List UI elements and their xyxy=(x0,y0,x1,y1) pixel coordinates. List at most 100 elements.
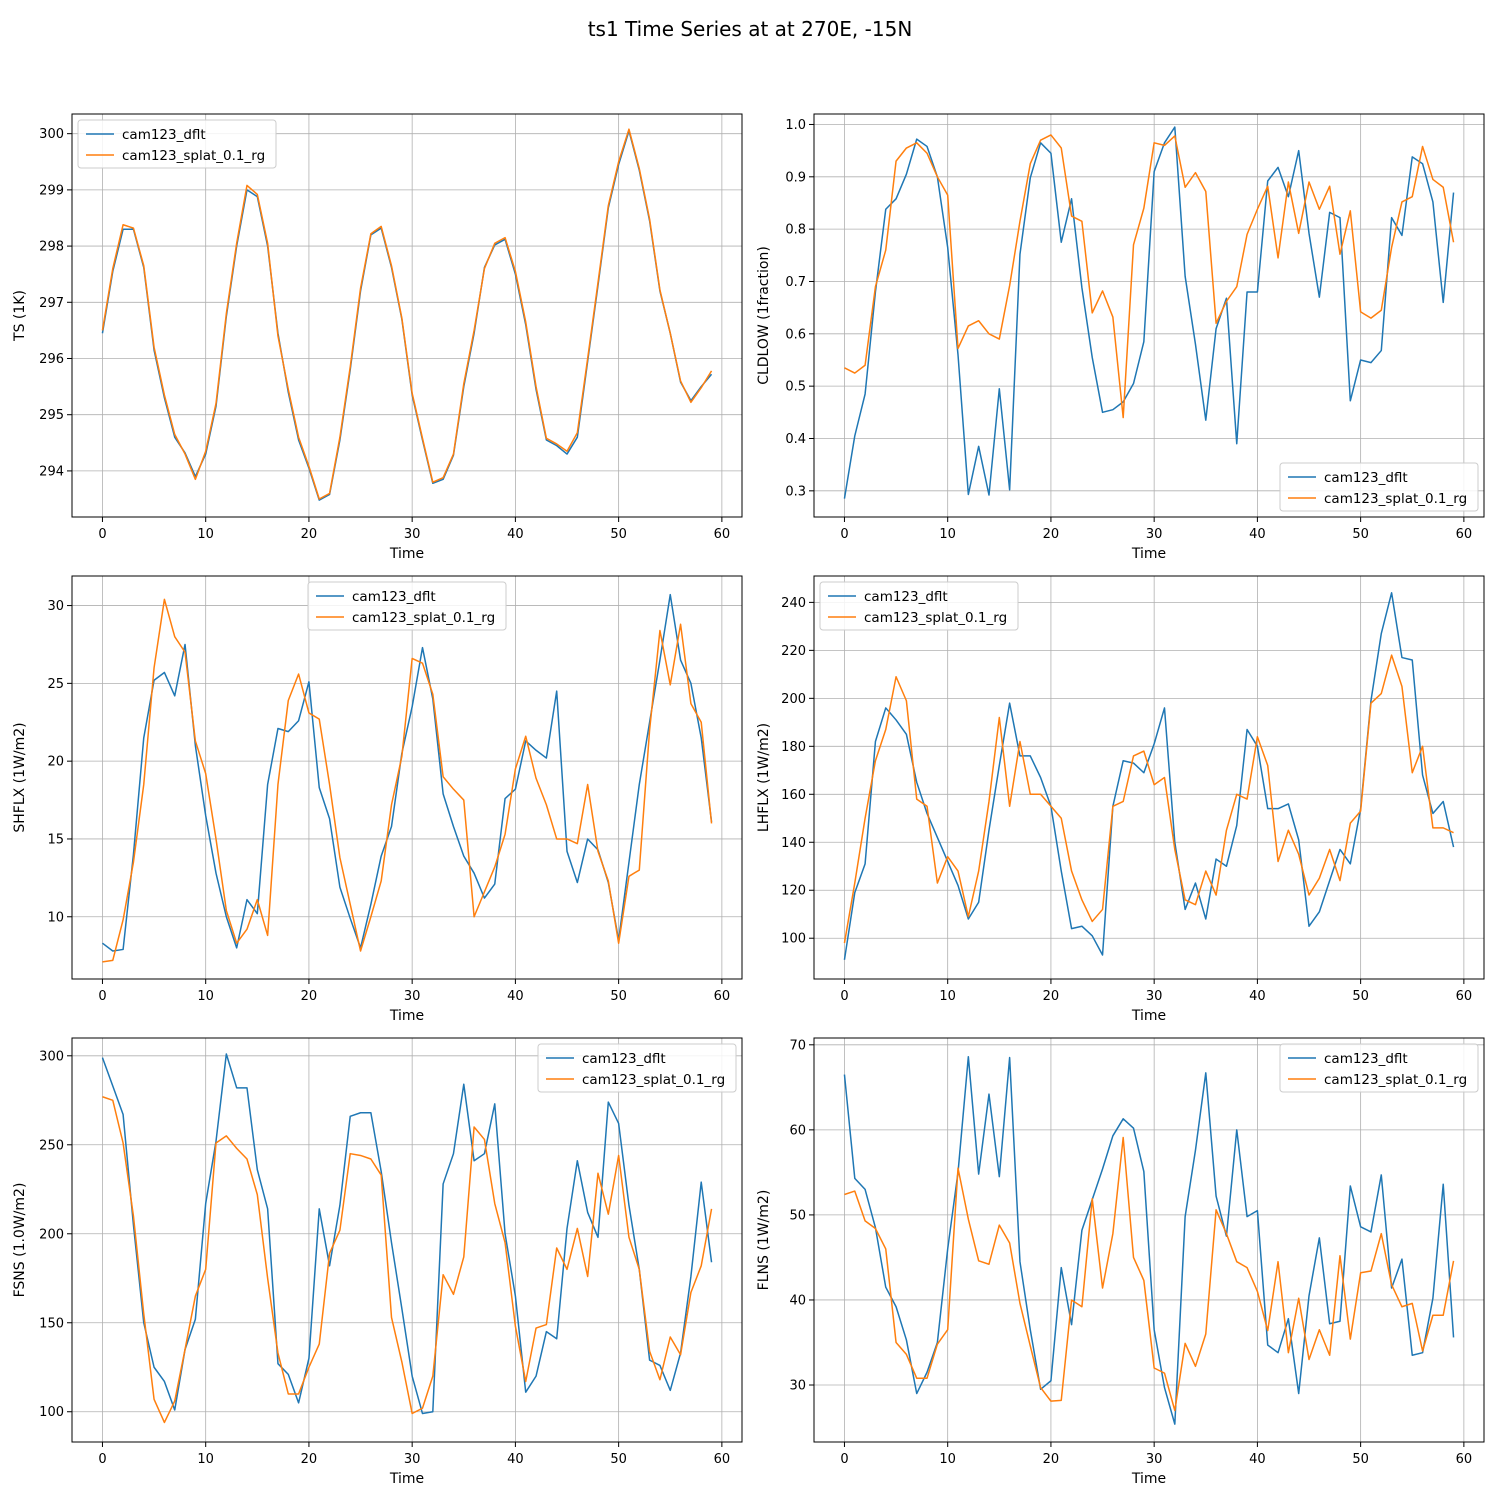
legend-box xyxy=(1279,462,1479,512)
legend-entry: cam123_splat_0.1_rg xyxy=(582,1072,725,1088)
x-axis-label: Time xyxy=(389,1471,424,1487)
x-axis-label: Time xyxy=(1131,1471,1166,1487)
y-tick-label: 0.3 xyxy=(785,484,806,499)
figure-title: ts1 Time Series at at 270E, -15N xyxy=(588,17,913,41)
x-axis: 0 10 20 30 40 50 60 xyxy=(840,517,1472,542)
axes-frame xyxy=(71,575,743,980)
legend-entry: cam123_splat_0.1_rg xyxy=(864,610,1007,626)
y-tick-label: 140 xyxy=(781,836,806,851)
subplot-2: 0 10 20 30 40 50 60 Time 0.3 0.4 0.5 0.6 0.7 0.8 0.9 1.… xyxy=(756,113,1485,562)
series-line-cam123_dflt xyxy=(843,126,1455,499)
legend: cam123_dflt cam123_splat_0.1_rg xyxy=(1279,1043,1479,1093)
y-tick-label: 25 xyxy=(47,677,64,692)
y-tick-label: 200 xyxy=(39,1227,64,1242)
legend-entry: cam123_splat_0.1_rg xyxy=(1324,491,1467,507)
series-lines xyxy=(843,592,1455,960)
y-tick-label: 295 xyxy=(39,408,64,423)
x-tick-label: 20 xyxy=(1043,989,1060,1004)
x-tick-label: 10 xyxy=(197,527,214,542)
x-tick-label: 0 xyxy=(98,989,106,1004)
x-tick-label: 50 xyxy=(610,989,627,1004)
y-tick-label: 300 xyxy=(39,127,64,142)
x-axis-label: Time xyxy=(1131,1008,1166,1024)
x-tick-label: 50 xyxy=(1352,1452,1369,1467)
x-tick-label: 10 xyxy=(939,989,956,1004)
y-tick-label: 50 xyxy=(789,1208,806,1223)
x-tick-label: 20 xyxy=(301,527,318,542)
x-axis: 0 10 20 30 40 50 60 xyxy=(98,1442,730,1467)
x-axis-label: Time xyxy=(389,546,424,562)
x-tick-label: 10 xyxy=(197,989,214,1004)
legend-entry: cam123_dflt xyxy=(352,589,436,605)
series-line-cam123_dflt xyxy=(843,592,1455,960)
y-tick-label: 100 xyxy=(781,932,806,947)
y-axis-label: SHFLX (1W/m2) xyxy=(12,722,28,832)
x-tick-label: 30 xyxy=(404,1452,421,1467)
y-tick-label: 0.7 xyxy=(785,275,806,290)
subplot-3: 0 10 20 30 40 50 60 Time 10 15 20 25 30 SHFLX (1W/m2)… xyxy=(12,575,743,1024)
x-tick-label: 50 xyxy=(610,527,627,542)
y-tick-label: 120 xyxy=(781,884,806,899)
y-tick-label: 60 xyxy=(789,1123,806,1138)
x-tick-label: 30 xyxy=(1146,1452,1163,1467)
x-tick-label: 60 xyxy=(1456,989,1473,1004)
series-lines xyxy=(843,1055,1455,1425)
x-tick-label: 10 xyxy=(939,1452,956,1467)
x-tick-label: 40 xyxy=(507,1452,524,1467)
y-tick-label: 15 xyxy=(47,832,64,847)
series-line-cam123_splat_0.1_rg xyxy=(102,1096,713,1424)
grid-lines xyxy=(72,114,742,517)
y-tick-label: 40 xyxy=(789,1293,806,1308)
series-lines xyxy=(101,593,713,963)
y-tick-label: 1.0 xyxy=(785,118,806,133)
x-axis-label: Time xyxy=(1131,546,1166,562)
y-tick-label: 180 xyxy=(781,740,806,755)
y-tick-label: 10 xyxy=(47,910,64,925)
series-lines xyxy=(843,126,1455,499)
y-tick-label: 0.9 xyxy=(785,170,806,185)
x-tick-label: 0 xyxy=(840,1452,848,1467)
subplot-1: 0 10 20 30 40 50 60 Time 294 295 296 297 298 299 300 TS… xyxy=(12,113,743,562)
x-tick-label: 10 xyxy=(939,527,956,542)
series-line-cam123_dflt xyxy=(101,593,713,952)
x-tick-label: 0 xyxy=(840,527,848,542)
legend: cam123_dflt cam123_splat_0.1_rg xyxy=(307,581,507,631)
axes-frame xyxy=(71,113,743,518)
y-tick-label: 296 xyxy=(39,352,64,367)
series-line-cam123_splat_0.1_rg xyxy=(102,598,713,963)
x-tick-label: 60 xyxy=(1456,1452,1473,1467)
legend-entry: cam123_splat_0.1_rg xyxy=(1324,1072,1467,1088)
subplot-5: 0 10 20 30 40 50 60 Time 100 150 200 250 300 FSNS (1.… xyxy=(12,1037,743,1487)
y-tick-label: 100 xyxy=(39,1405,64,1420)
x-tick-label: 40 xyxy=(1249,527,1266,542)
legend: cam123_dflt cam123_splat_0.1_rg xyxy=(1279,462,1479,512)
y-tick-label: 294 xyxy=(39,464,64,479)
axes-frame xyxy=(71,1037,743,1443)
x-axis: 0 10 20 30 40 50 60 xyxy=(840,979,1472,1004)
x-tick-label: 20 xyxy=(1043,1452,1060,1467)
series-line-cam123_splat_0.1_rg xyxy=(844,134,1455,419)
x-tick-label: 20 xyxy=(1043,527,1060,542)
x-axis: 0 10 20 30 40 50 60 xyxy=(98,517,730,542)
x-tick-label: 40 xyxy=(507,527,524,542)
y-axis: 100 120 140 160 180 200 220 240 xyxy=(781,596,814,947)
y-tick-label: 0.4 xyxy=(785,432,806,447)
x-tick-label: 10 xyxy=(197,1452,214,1467)
grid-lines xyxy=(814,576,1484,979)
x-tick-label: 50 xyxy=(1352,989,1369,1004)
y-tick-label: 0.5 xyxy=(785,380,806,395)
subplot-6: 0 10 20 30 40 50 60 Time 30 40 50 60 70 FLNS (1W/m2) c… xyxy=(756,1037,1485,1487)
legend: cam123_dflt cam123_splat_0.1_rg xyxy=(77,119,277,169)
y-axis: 100 150 200 250 300 xyxy=(39,1049,72,1420)
x-tick-label: 20 xyxy=(301,989,318,1004)
y-tick-label: 30 xyxy=(789,1379,806,1394)
legend-box xyxy=(77,119,277,169)
legend-entry: cam123_dflt xyxy=(582,1051,666,1067)
y-tick-label: 160 xyxy=(781,788,806,803)
x-tick-label: 60 xyxy=(1456,527,1473,542)
y-tick-label: 70 xyxy=(789,1038,806,1053)
legend-box xyxy=(1279,1043,1479,1093)
legend-box xyxy=(819,581,1019,631)
y-tick-label: 299 xyxy=(39,183,64,198)
